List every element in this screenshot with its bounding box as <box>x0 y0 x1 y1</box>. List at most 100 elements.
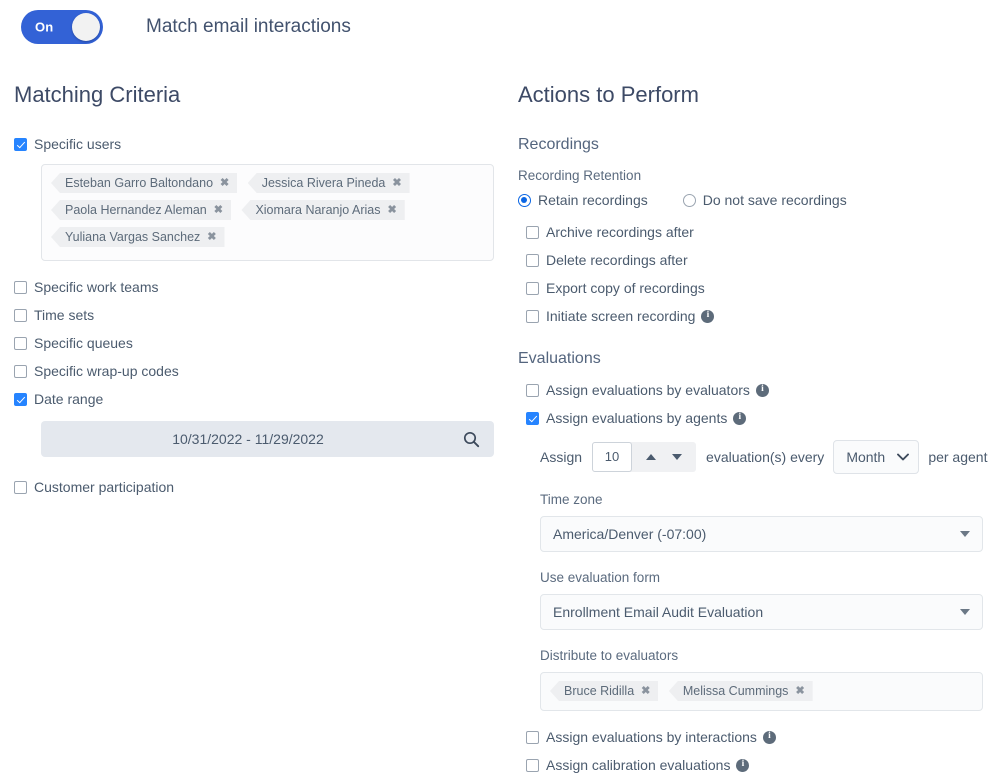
checkbox-icon[interactable] <box>14 336 27 350</box>
checkbox-label: Specific wrap-up codes <box>34 363 179 379</box>
chip-remove-icon[interactable]: ✖ <box>795 684 805 697</box>
checkbox-label: Date range <box>34 391 104 407</box>
time-zone-value: America/Denver (-07:00) <box>553 526 707 542</box>
checkbox-export-copy-of-recordings[interactable]: Export copy of recordings <box>526 280 983 296</box>
chip-remove-icon[interactable]: ✖ <box>387 203 397 216</box>
checkbox-icon[interactable] <box>14 308 27 322</box>
info-icon[interactable]: i <box>755 383 769 397</box>
specific-users-chips-container[interactable]: Esteban Garro Baltondano ✖ Jessica River… <box>41 164 494 261</box>
checkbox-specific-users[interactable]: Specific users <box>14 136 494 152</box>
evaluator-chip: Bruce Ridilla ✖ <box>550 681 659 701</box>
checkbox-assign-calibration-evaluations[interactable]: Assign calibration evaluations i <box>526 757 983 773</box>
actions-to-perform-column: Actions to Perform Recordings Recording … <box>518 82 987 775</box>
stepper-increment-button[interactable] <box>638 454 664 460</box>
checkbox-icon[interactable] <box>526 411 539 425</box>
checkbox-icon[interactable] <box>526 309 539 323</box>
chip-remove-icon[interactable]: ✖ <box>220 176 230 189</box>
checkbox-specific-wrapup-codes[interactable]: Specific wrap-up codes <box>14 363 494 379</box>
checkbox-assign-evaluations-by-interactions[interactable]: Assign evaluations by interactions i <box>526 729 983 745</box>
assign-by-agents-settings: Assign 10 evaluation(s) every Month per … <box>540 440 987 711</box>
chip-remove-icon[interactable]: ✖ <box>213 203 223 216</box>
user-chip: Esteban Garro Baltondano ✖ <box>51 173 238 193</box>
chip-remove-icon[interactable]: ✖ <box>392 176 402 189</box>
checkbox-initiate-screen-recording[interactable]: Initiate screen recording i <box>526 308 983 324</box>
checkbox-time-sets[interactable]: Time sets <box>14 307 494 323</box>
recordings-title: Recordings <box>518 136 599 153</box>
checkbox-delete-recordings-after[interactable]: Delete recordings after <box>526 252 983 268</box>
time-zone-label: Time zone <box>540 492 603 507</box>
checkbox-icon[interactable] <box>14 364 27 378</box>
checkbox-label: Archive recordings after <box>546 224 694 240</box>
radio-label: Do not save recordings <box>702 192 847 208</box>
evaluation-count-stepper[interactable]: 10 <box>592 442 697 472</box>
chip-label: Yuliana Vargas Sanchez <box>65 230 201 244</box>
checkbox-label: Specific users <box>34 136 122 152</box>
info-icon[interactable]: i <box>701 309 715 323</box>
checkbox-specific-queues[interactable]: Specific queues <box>14 335 494 351</box>
search-icon[interactable] <box>463 431 480 448</box>
distribute-to-evaluators-label: Distribute to evaluators <box>540 648 679 663</box>
chip-label: Esteban Garro Baltondano <box>65 176 214 190</box>
chip-label: Paola Hernandez Aleman <box>65 203 207 217</box>
chip-remove-icon[interactable]: ✖ <box>641 684 651 697</box>
time-zone-select[interactable]: America/Denver (-07:00) <box>540 516 983 552</box>
checkbox-icon[interactable] <box>526 730 539 744</box>
chip-label: Xiomara Naranjo Arias <box>255 203 381 217</box>
evaluation-form-select[interactable]: Enrollment Email Audit Evaluation <box>540 594 983 630</box>
match-email-interactions-toggle[interactable]: On <box>21 10 103 44</box>
radio-retain-recordings[interactable]: Retain recordings <box>518 192 648 208</box>
matching-criteria-column: Matching Criteria Specific users Esteban… <box>14 82 494 507</box>
checkbox-archive-recordings-after[interactable]: Archive recordings after <box>526 224 983 240</box>
evaluator-chip: Melissa Cummings ✖ <box>668 681 813 701</box>
period-select[interactable]: Month <box>833 440 920 474</box>
radio-icon[interactable] <box>518 193 531 207</box>
info-icon[interactable]: i <box>762 730 776 744</box>
checkbox-label: Initiate screen recording <box>546 308 696 324</box>
user-chip: Yuliana Vargas Sanchez ✖ <box>51 227 225 247</box>
checkbox-icon[interactable] <box>526 253 539 267</box>
evaluations-title: Evaluations <box>518 350 601 367</box>
checkbox-icon[interactable] <box>526 281 539 295</box>
evaluation-form-label: Use evaluation form <box>540 570 661 585</box>
chip-label: Melissa Cummings <box>682 684 789 698</box>
evaluation-count-input[interactable]: 10 <box>592 442 633 472</box>
page-title: Match email interactions <box>146 16 351 37</box>
checkbox-customer-participation[interactable]: Customer participation <box>14 479 494 495</box>
assign-suffix-label: per agent <box>928 449 988 465</box>
radio-icon[interactable] <box>682 193 696 207</box>
policy-header: On Match email interactions <box>0 0 351 54</box>
distribute-to-evaluators-chips-container[interactable]: Bruce Ridilla ✖ Melissa Cummings ✖ <box>540 672 983 711</box>
checkbox-icon[interactable] <box>526 383 539 397</box>
stepper-decrement-button[interactable] <box>664 454 690 460</box>
checkbox-icon[interactable] <box>14 480 27 494</box>
checkbox-label: Assign evaluations by agents <box>546 410 728 426</box>
caret-down-icon <box>960 609 970 615</box>
checkbox-label: Assign evaluations by evaluators <box>546 382 750 398</box>
radio-do-not-save-recordings[interactable]: Do not save recordings <box>682 192 847 208</box>
user-chip: Paola Hernandez Aleman ✖ <box>51 200 231 220</box>
checkbox-icon[interactable] <box>526 758 539 772</box>
checkbox-assign-evaluations-by-evaluators[interactable]: Assign evaluations by evaluators i <box>526 382 983 398</box>
checkbox-icon[interactable] <box>14 137 27 151</box>
matching-criteria-title: Matching Criteria <box>14 82 181 107</box>
checkbox-icon[interactable] <box>14 280 27 294</box>
period-value: Month <box>846 449 886 465</box>
caret-down-icon <box>960 531 970 537</box>
chip-label: Jessica Rivera Pineda <box>261 176 386 190</box>
radio-label: Retain recordings <box>538 192 648 208</box>
checkbox-icon[interactable] <box>14 392 27 406</box>
checkbox-label: Assign evaluations by interactions <box>546 729 757 745</box>
evaluation-form-value: Enrollment Email Audit Evaluation <box>553 604 764 620</box>
checkbox-assign-evaluations-by-agents[interactable]: Assign evaluations by agents i <box>526 410 983 426</box>
checkbox-date-range[interactable]: Date range <box>14 391 494 407</box>
checkbox-specific-work-teams[interactable]: Specific work teams <box>14 279 494 295</box>
date-range-input[interactable]: 10/31/2022 - 11/29/2022 <box>41 421 494 457</box>
user-chip: Jessica Rivera Pineda ✖ <box>247 173 410 193</box>
info-icon[interactable]: i <box>736 758 750 772</box>
date-range-value: 10/31/2022 - 11/29/2022 <box>172 431 324 447</box>
recording-retention-label: Recording Retention <box>518 168 642 183</box>
chip-remove-icon[interactable]: ✖ <box>207 230 217 243</box>
checkbox-icon[interactable] <box>526 225 539 239</box>
caret-down-icon <box>672 454 683 460</box>
info-icon[interactable]: i <box>733 411 747 425</box>
